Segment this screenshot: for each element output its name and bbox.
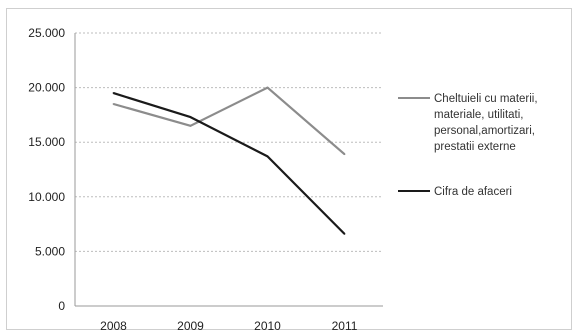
series-0-point	[189, 124, 192, 127]
legend-label-0: prestatii externe	[434, 141, 516, 153]
legend-label-0: personal,amortizari,	[434, 125, 535, 137]
y-tick-label: 20.000	[28, 81, 65, 95]
x-tick-label: 2008	[100, 319, 127, 333]
y-tick-label: 15.000	[28, 135, 65, 149]
series-line-1	[113, 92, 346, 235]
series-line-0	[113, 86, 346, 156]
series-0-point	[343, 153, 346, 156]
y-tick-label: 25.000	[28, 26, 65, 40]
y-tick-label: 5.000	[35, 244, 65, 258]
chart-border	[6, 8, 572, 330]
y-tick-label: 10.000	[28, 190, 65, 204]
series-0-point	[266, 86, 269, 89]
series-1-point	[343, 233, 346, 235]
series-0-point	[112, 103, 115, 105]
legend-label-0: materiale, utilitati,	[434, 109, 523, 121]
x-tick-label: 2010	[254, 319, 281, 333]
x-tick-label: 2011	[332, 319, 358, 333]
legend-label-1: Cifra de afaceri	[434, 186, 512, 198]
y-tick-label: 0	[58, 299, 65, 313]
series-1-point	[189, 116, 192, 118]
series-1-point	[112, 92, 115, 94]
x-tick-label: 2009	[177, 319, 204, 333]
legend-label-0: Cheltuieli cu materii,	[434, 93, 538, 105]
series-1-point	[266, 155, 269, 158]
